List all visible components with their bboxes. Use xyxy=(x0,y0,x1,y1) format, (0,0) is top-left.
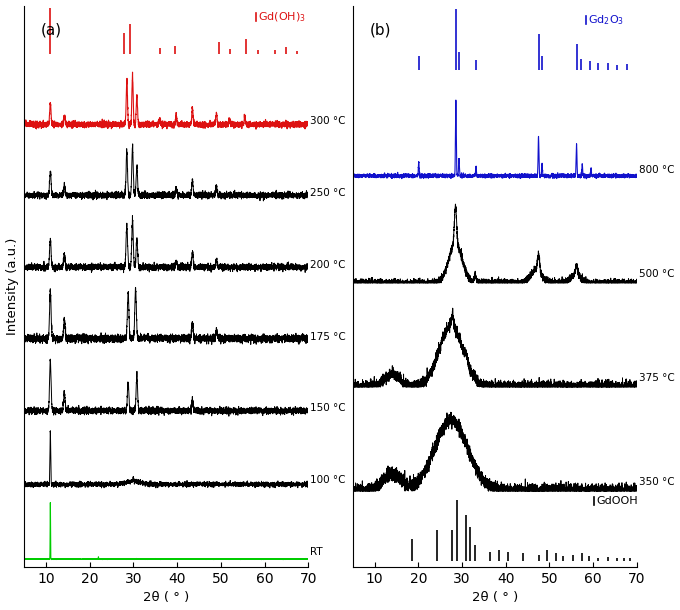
Text: (a): (a) xyxy=(41,23,63,37)
Text: 175 °C: 175 °C xyxy=(310,332,346,342)
Text: RT: RT xyxy=(310,547,323,557)
X-axis label: 2θ ( ° ): 2θ ( ° ) xyxy=(472,592,518,605)
Y-axis label: Intensity (a.u.): Intensity (a.u.) xyxy=(5,238,18,335)
Text: Gd$_2$O$_3$: Gd$_2$O$_3$ xyxy=(588,13,624,27)
Text: 250 °C: 250 °C xyxy=(310,188,346,198)
X-axis label: 2θ ( ° ): 2θ ( ° ) xyxy=(143,592,189,605)
Text: 500 °C: 500 °C xyxy=(639,269,675,279)
Text: 300 °C: 300 °C xyxy=(310,117,346,126)
Text: 200 °C: 200 °C xyxy=(310,260,346,270)
Text: 800 °C: 800 °C xyxy=(639,165,675,175)
Text: 375 °C: 375 °C xyxy=(639,373,675,383)
Text: 150 °C: 150 °C xyxy=(310,403,346,414)
Text: Gd(OH)$_3$: Gd(OH)$_3$ xyxy=(258,10,306,24)
Text: GdOOH: GdOOH xyxy=(596,496,639,506)
Text: (b): (b) xyxy=(370,23,391,37)
Text: 350 °C: 350 °C xyxy=(639,477,675,487)
Text: 100 °C: 100 °C xyxy=(310,475,346,485)
